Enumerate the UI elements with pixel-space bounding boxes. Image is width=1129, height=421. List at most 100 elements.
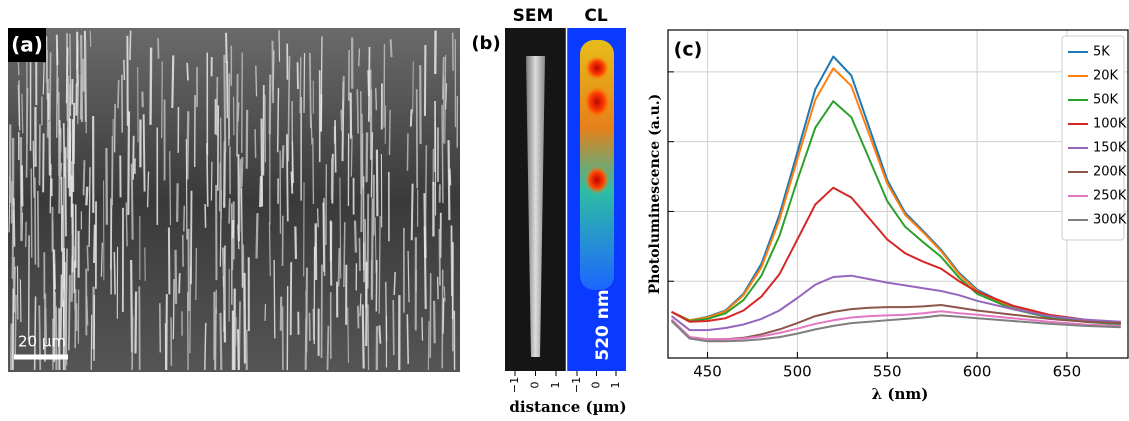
nanowire bbox=[77, 74, 80, 125]
x-tick-label: 650 bbox=[1053, 363, 1082, 381]
nanowire bbox=[255, 213, 259, 259]
nanowire bbox=[340, 109, 344, 132]
nanowire bbox=[276, 87, 280, 153]
legend-label: 300K bbox=[1093, 213, 1127, 228]
nanowire bbox=[273, 259, 276, 339]
x-tick-label: 500 bbox=[783, 363, 812, 381]
nanowire bbox=[343, 222, 346, 288]
nanowire bbox=[447, 140, 451, 221]
nanowire bbox=[287, 106, 290, 162]
x-tick-label: −1 bbox=[570, 377, 583, 393]
nanowire bbox=[365, 132, 369, 183]
nanowire bbox=[25, 87, 29, 178]
series-line bbox=[670, 274, 1121, 332]
nanowire bbox=[85, 295, 89, 326]
nanowire bbox=[438, 228, 441, 286]
nanowire bbox=[134, 291, 138, 354]
nanowire bbox=[186, 62, 189, 81]
nanowire bbox=[62, 123, 66, 177]
nanowire bbox=[30, 168, 33, 258]
nanowire bbox=[444, 54, 447, 145]
x-tick-label: 600 bbox=[963, 363, 992, 381]
nanowire bbox=[169, 151, 172, 226]
nanowire bbox=[241, 52, 243, 153]
nanowire bbox=[36, 191, 40, 268]
nanowire bbox=[186, 111, 190, 180]
nanowire bbox=[226, 61, 229, 119]
nanowire bbox=[12, 198, 16, 247]
nanowire bbox=[281, 145, 285, 169]
nanowire bbox=[370, 132, 374, 198]
nanowire bbox=[361, 304, 365, 369]
x-tick-label: 1 bbox=[609, 382, 622, 389]
legend-label: 100K bbox=[1093, 117, 1127, 132]
nanowire bbox=[329, 220, 333, 286]
nanowire bbox=[117, 79, 120, 109]
nanowire bbox=[289, 262, 293, 336]
nanowire bbox=[210, 161, 213, 201]
nanowire bbox=[237, 224, 240, 250]
nanowire bbox=[228, 198, 231, 224]
nanowire bbox=[13, 266, 16, 300]
nanowire bbox=[415, 89, 419, 189]
x-tick-label: 0 bbox=[590, 382, 603, 389]
cl-spot bbox=[584, 86, 610, 118]
nanowire bbox=[442, 298, 445, 334]
series-line bbox=[670, 310, 1121, 341]
nanowire bbox=[167, 227, 171, 295]
nanowire bbox=[223, 54, 227, 152]
nanowire bbox=[334, 120, 337, 173]
nanowire bbox=[125, 202, 128, 247]
nanowire bbox=[441, 104, 444, 204]
nanowire bbox=[204, 322, 207, 371]
nanowire bbox=[375, 88, 377, 110]
nanowire bbox=[48, 52, 52, 143]
nanowire bbox=[178, 273, 181, 294]
nanowire bbox=[59, 162, 63, 180]
cl-spot bbox=[585, 56, 609, 80]
nanowire bbox=[359, 293, 362, 317]
nanowire bbox=[237, 154, 240, 242]
series-line bbox=[671, 100, 1121, 326]
nanowire bbox=[11, 288, 15, 371]
nanowire bbox=[171, 55, 175, 109]
nanowire bbox=[374, 217, 377, 274]
sem-title: SEM bbox=[513, 6, 554, 26]
cl-spot bbox=[585, 166, 609, 194]
scale-label: 20 µm bbox=[18, 333, 66, 351]
nanowire bbox=[129, 30, 132, 61]
nanowire bbox=[378, 216, 381, 314]
nanowire bbox=[161, 61, 163, 139]
nanowire bbox=[214, 308, 217, 371]
legend-label: 250K bbox=[1093, 189, 1127, 204]
nanowire bbox=[10, 323, 13, 371]
nanowire bbox=[448, 168, 452, 186]
legend-label: 5K bbox=[1093, 45, 1110, 60]
nanowire bbox=[195, 248, 198, 301]
nanowire bbox=[127, 111, 131, 215]
nanowire bbox=[65, 47, 69, 104]
series-line bbox=[671, 186, 1121, 325]
nanowire bbox=[123, 59, 126, 80]
nanowire bbox=[45, 307, 48, 345]
nanowire bbox=[410, 183, 414, 241]
x-axis-label: distance (µm) bbox=[509, 398, 626, 416]
nanowire bbox=[385, 281, 388, 342]
nanowire bbox=[240, 187, 244, 288]
plot-frame bbox=[667, 29, 1129, 359]
panel-label-box bbox=[672, 34, 704, 64]
nanowire bbox=[21, 93, 24, 134]
nanowire bbox=[18, 80, 21, 131]
nanowire bbox=[285, 134, 289, 222]
wire-texture bbox=[8, 30, 458, 371]
nanowire bbox=[149, 47, 153, 125]
nanowire bbox=[366, 193, 370, 289]
nanowire bbox=[132, 135, 135, 180]
legend-label: 20K bbox=[1093, 69, 1119, 84]
nanowire bbox=[189, 190, 193, 285]
nanowire bbox=[303, 52, 306, 113]
nanowire bbox=[356, 89, 359, 134]
nanowire bbox=[100, 242, 103, 277]
nanowire bbox=[388, 109, 391, 155]
